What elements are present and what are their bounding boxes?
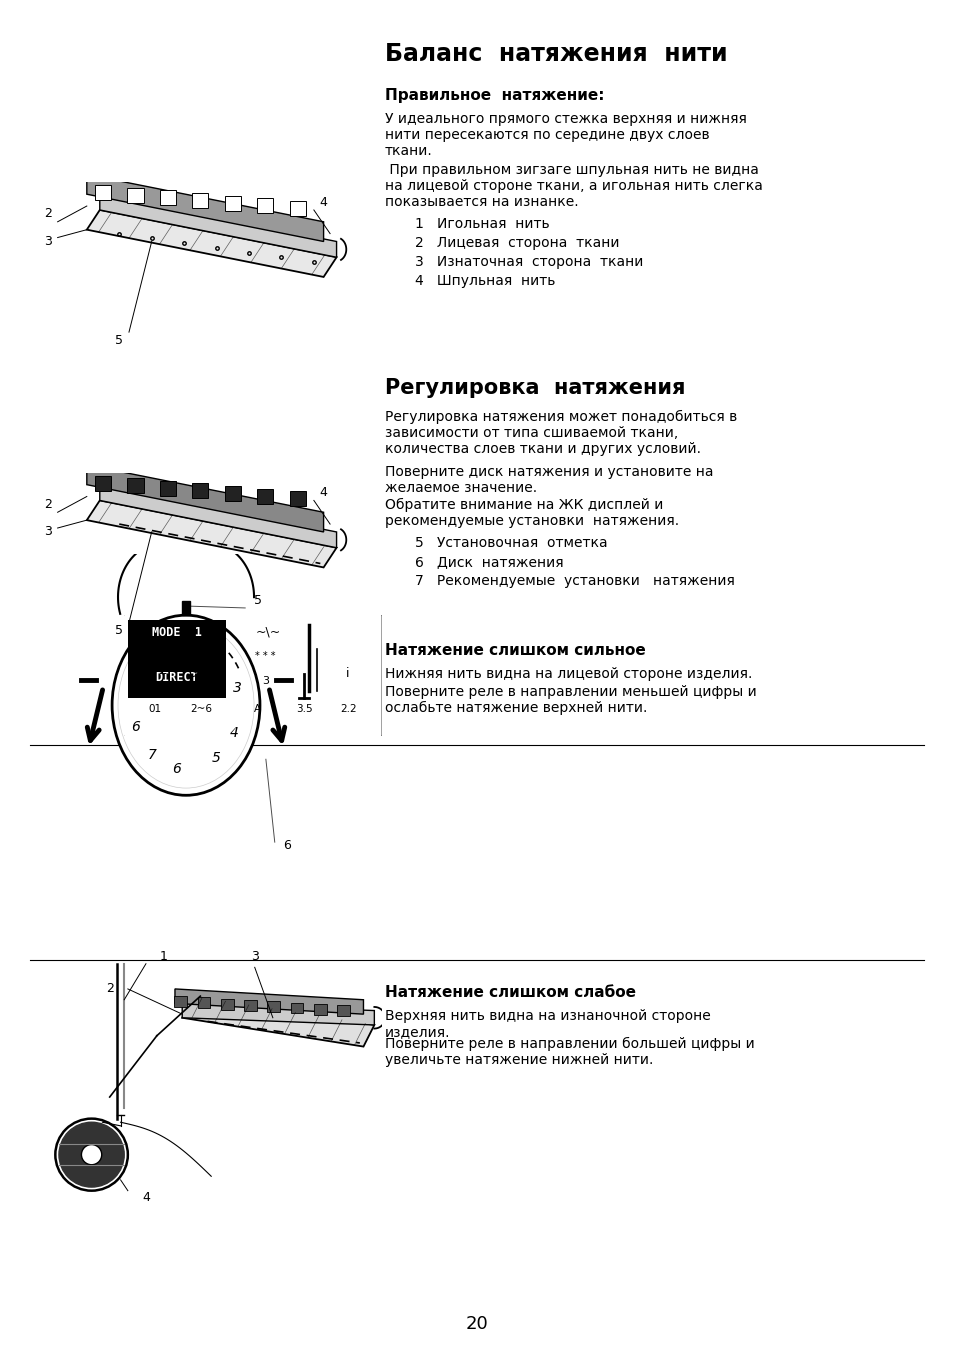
Text: 1: 1	[191, 635, 199, 648]
Text: 6: 6	[141, 657, 150, 670]
Text: Нижняя нить видна на лицевой стороне изделия.: Нижняя нить видна на лицевой стороне изд…	[385, 667, 752, 681]
Text: 7: 7	[154, 657, 164, 671]
Text: 6   Диск  натяжения: 6 Диск натяжения	[415, 555, 563, 569]
Text: 20: 20	[465, 1315, 488, 1333]
Bar	[128, 620, 226, 698]
Text: Регулировка  натяжения: Регулировка натяжения	[385, 378, 685, 399]
Text: Регулировка натяжения может понадобиться в
зависимости от типа сшиваемой ткани,
: Регулировка натяжения может понадобиться…	[385, 409, 737, 457]
Text: Обратите внимание на ЖК дисплей и
рекомендуемые установки  натяжения.: Обратите внимание на ЖК дисплей и рекоме…	[385, 499, 679, 528]
Text: 1: 1	[160, 950, 168, 963]
Circle shape	[59, 1123, 124, 1188]
Text: Верхняя нить видна на изнаночной стороне
изделия.: Верхняя нить видна на изнаночной стороне…	[385, 1009, 710, 1039]
Bar	[337, 1005, 350, 1016]
Text: При правильном зигзаге шпульная нить не видна
на лицевой стороне ткани, а игольн: При правильном зигзаге шпульная нить не …	[385, 163, 762, 209]
Bar	[220, 998, 233, 1009]
Text: * * *: * * *	[255, 651, 275, 662]
Text: 4: 4	[142, 1192, 150, 1204]
Text: 4: 4	[319, 196, 327, 208]
Text: У идеального прямого стежка верхняя и нижняя
нити пересекаются по середине двух : У идеального прямого стежка верхняя и ни…	[385, 112, 746, 158]
Bar	[197, 997, 210, 1008]
Text: ~\~: ~\~	[255, 626, 280, 639]
Polygon shape	[100, 195, 336, 257]
Circle shape	[118, 623, 253, 788]
Bar	[193, 484, 208, 499]
Text: 8: 8	[129, 686, 138, 701]
Text: Баланс  натяжения  нити: Баланс натяжения нити	[385, 42, 727, 66]
Text: 2: 2	[106, 982, 113, 996]
Text: Натяжение слишком сильное: Натяжение слишком сильное	[385, 643, 645, 658]
Text: 3: 3	[44, 235, 51, 249]
Bar	[290, 201, 305, 216]
Text: i: i	[346, 667, 350, 681]
Bar	[160, 481, 176, 496]
Text: 4: 4	[230, 725, 238, 739]
Text: 3   Изнаточная  сторона  ткани: 3 Изнаточная сторона ткани	[415, 255, 642, 269]
Text: 7: 7	[147, 748, 156, 762]
Text: 6: 6	[283, 839, 292, 852]
Text: 2   Лицевая  сторона  ткани: 2 Лицевая сторона ткани	[415, 236, 618, 250]
Text: Поверните реле в направлении меньшей цифры и
ослабьте натяжение верхней нити.: Поверните реле в направлении меньшей циф…	[385, 685, 756, 715]
Bar	[128, 478, 143, 493]
Polygon shape	[174, 989, 363, 1015]
Text: 2~6: 2~6	[190, 704, 213, 713]
Text: 1   Игольная  нить: 1 Игольная нить	[415, 218, 549, 231]
Text: 3: 3	[262, 676, 269, 686]
Polygon shape	[87, 174, 323, 242]
Circle shape	[112, 615, 259, 796]
Text: 3: 3	[44, 526, 51, 539]
Text: 2: 2	[215, 648, 225, 662]
Bar	[291, 1002, 303, 1013]
Bar	[267, 1001, 280, 1012]
Text: --: --	[158, 667, 167, 681]
Bar	[244, 1000, 256, 1011]
Bar	[290, 492, 305, 507]
Polygon shape	[182, 996, 374, 1047]
Text: DIRECT: DIRECT	[155, 670, 198, 684]
Text: Натяжение слишком слабое: Натяжение слишком слабое	[385, 985, 636, 1000]
Text: 6: 6	[172, 762, 181, 775]
Text: 2.2: 2.2	[339, 704, 356, 713]
Bar	[193, 193, 208, 208]
Polygon shape	[87, 465, 323, 532]
Text: 5: 5	[212, 751, 221, 766]
Text: 5: 5	[115, 624, 123, 636]
Text: A: A	[254, 704, 261, 713]
Text: 6: 6	[132, 720, 140, 735]
Bar	[314, 1004, 327, 1015]
Text: 3: 3	[251, 950, 258, 963]
Circle shape	[55, 1119, 128, 1190]
Bar	[225, 486, 240, 501]
Polygon shape	[182, 1004, 374, 1025]
Bar	[257, 489, 274, 504]
Text: 7   Рекомендуемые  установки   натяжения: 7 Рекомендуемые установки натяжения	[415, 574, 734, 588]
Text: 5: 5	[253, 594, 262, 608]
Bar	[160, 190, 176, 205]
Text: Поверните реле в направлении большей цифры и
увеличьте натяжение нижней нити.: Поверните реле в направлении большей циф…	[385, 1038, 754, 1067]
Text: 0: 0	[163, 638, 172, 651]
Polygon shape	[87, 500, 336, 567]
Bar	[128, 188, 143, 203]
Text: 5   Установочная  отметка: 5 Установочная отметка	[415, 536, 607, 550]
Text: 5: 5	[115, 334, 123, 346]
Bar	[257, 199, 274, 213]
Bar	[174, 996, 187, 1006]
Bar	[95, 185, 111, 200]
Bar	[182, 601, 190, 615]
Bar	[225, 196, 240, 211]
Text: Правильное  натяжение:: Правильное натяжение:	[385, 88, 604, 103]
Text: 01: 01	[149, 704, 161, 713]
Circle shape	[81, 1144, 102, 1165]
Text: 2: 2	[44, 499, 51, 511]
Bar	[95, 476, 111, 490]
Polygon shape	[87, 209, 336, 277]
Text: 3: 3	[233, 681, 242, 696]
Text: Поверните диск натяжения и установите на
желаемое значение.: Поверните диск натяжения и установите на…	[385, 465, 713, 496]
Text: 4   Шпульная  нить: 4 Шпульная нить	[415, 274, 555, 288]
Text: ><: ><	[191, 667, 212, 681]
Polygon shape	[100, 485, 336, 547]
Text: MODE  1: MODE 1	[152, 626, 201, 639]
Text: 4: 4	[319, 486, 327, 499]
Text: 2: 2	[44, 208, 51, 220]
Text: 3.5: 3.5	[295, 704, 313, 713]
